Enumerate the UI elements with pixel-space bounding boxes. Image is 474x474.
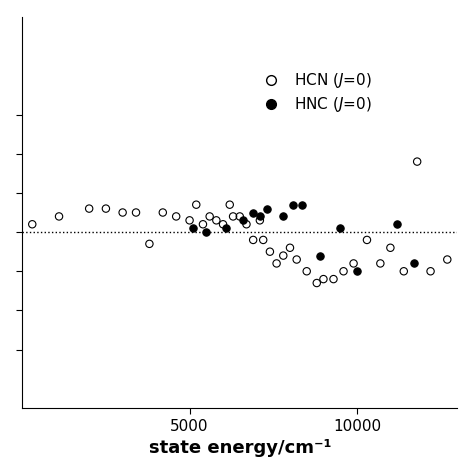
Point: [226, 201, 234, 209]
Point: [376, 260, 384, 267]
Point: [236, 213, 244, 220]
Point: [132, 209, 140, 216]
Point: [159, 209, 166, 216]
Point: [259, 236, 267, 244]
Point: [350, 260, 357, 267]
Point: [256, 213, 264, 220]
Point: [263, 205, 270, 212]
Point: [330, 275, 337, 283]
Point: [239, 217, 247, 224]
Point: [353, 267, 361, 275]
Point: [223, 224, 230, 232]
Point: [337, 224, 344, 232]
Point: [202, 228, 210, 236]
Point: [189, 224, 197, 232]
Point: [400, 267, 408, 275]
Point: [119, 209, 127, 216]
Point: [146, 240, 153, 247]
Point: [286, 244, 294, 252]
Point: [266, 248, 273, 255]
Point: [85, 205, 93, 212]
Point: [55, 213, 63, 220]
Point: [229, 213, 237, 220]
Legend: HCN ($J$=0), HNC ($J$=0): HCN ($J$=0), HNC ($J$=0): [256, 71, 372, 114]
Point: [256, 217, 264, 224]
Point: [316, 252, 324, 259]
Point: [249, 236, 257, 244]
Point: [249, 209, 257, 216]
Point: [102, 205, 109, 212]
Point: [303, 267, 310, 275]
Point: [413, 158, 421, 165]
Point: [199, 220, 207, 228]
Point: [293, 256, 301, 264]
Point: [186, 217, 193, 224]
Point: [427, 267, 434, 275]
Point: [319, 275, 327, 283]
Point: [280, 213, 287, 220]
Point: [212, 217, 220, 224]
Point: [206, 213, 213, 220]
Point: [363, 236, 371, 244]
Point: [28, 220, 36, 228]
Point: [192, 201, 200, 209]
Point: [290, 201, 297, 209]
Point: [393, 220, 401, 228]
Point: [273, 260, 281, 267]
Point: [387, 244, 394, 252]
Point: [173, 213, 180, 220]
Point: [280, 252, 287, 259]
Point: [219, 220, 227, 228]
Point: [340, 267, 347, 275]
Point: [444, 256, 451, 264]
Point: [410, 260, 418, 267]
X-axis label: state energy/cm⁻¹: state energy/cm⁻¹: [148, 439, 331, 457]
Point: [243, 220, 250, 228]
Point: [313, 279, 320, 287]
Point: [298, 201, 305, 209]
